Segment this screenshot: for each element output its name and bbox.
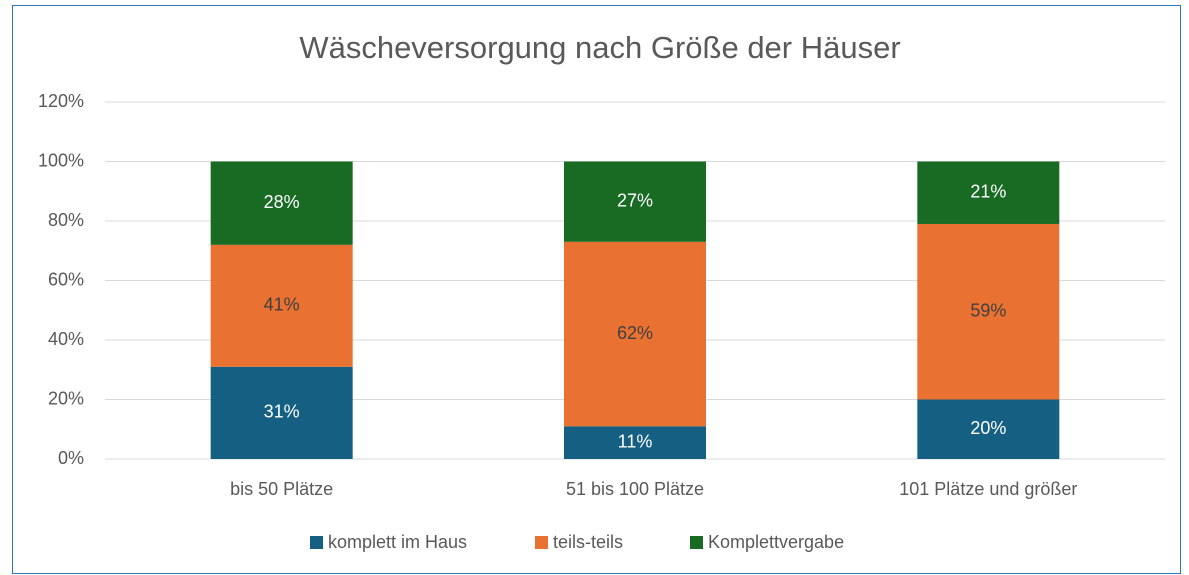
data-label: 11%: [618, 431, 653, 451]
bar-segment: [917, 399, 1060, 459]
legend-label: teils-teils: [553, 532, 623, 552]
bar-segment: [917, 161, 1060, 224]
y-tick-label: 80%: [48, 210, 84, 230]
data-label: 20%: [970, 418, 1006, 438]
data-label: 31%: [264, 402, 300, 422]
bar-segment: [210, 161, 353, 245]
y-tick-label: 120%: [38, 91, 84, 111]
bar-segment: [564, 241, 706, 427]
legend-swatch: [535, 536, 548, 549]
data-label: 62%: [617, 323, 653, 343]
legend-swatch: [310, 536, 323, 549]
x-tick-label: 101 Plätze und größer: [899, 479, 1077, 499]
bar-segment: [564, 426, 706, 459]
bar-segment: [917, 223, 1060, 400]
data-label: 21%: [970, 181, 1006, 201]
x-tick-label: bis 50 Plätze: [230, 479, 333, 499]
y-tick-label: 100%: [38, 150, 84, 170]
bar-segment: [564, 161, 706, 242]
y-tick-label: 60%: [48, 269, 84, 289]
y-tick-label: 0%: [58, 448, 84, 468]
y-tick-label: 40%: [48, 329, 84, 349]
bar-segment: [210, 244, 353, 367]
legend-swatch: [690, 536, 703, 549]
legend-label: Komplettvergabe: [708, 532, 844, 552]
data-label: 28%: [264, 192, 300, 212]
x-tick-label: 51 bis 100 Plätze: [566, 479, 704, 499]
chart-title: Wäscheversorgung nach Größe der Häuser: [299, 30, 900, 65]
y-tick-label: 20%: [48, 388, 84, 408]
bar-segment: [210, 366, 353, 459]
data-label: 27%: [617, 190, 653, 210]
legend-label: komplett im Haus: [328, 532, 467, 552]
data-label: 41%: [264, 295, 300, 315]
data-label: 59%: [970, 300, 1006, 320]
